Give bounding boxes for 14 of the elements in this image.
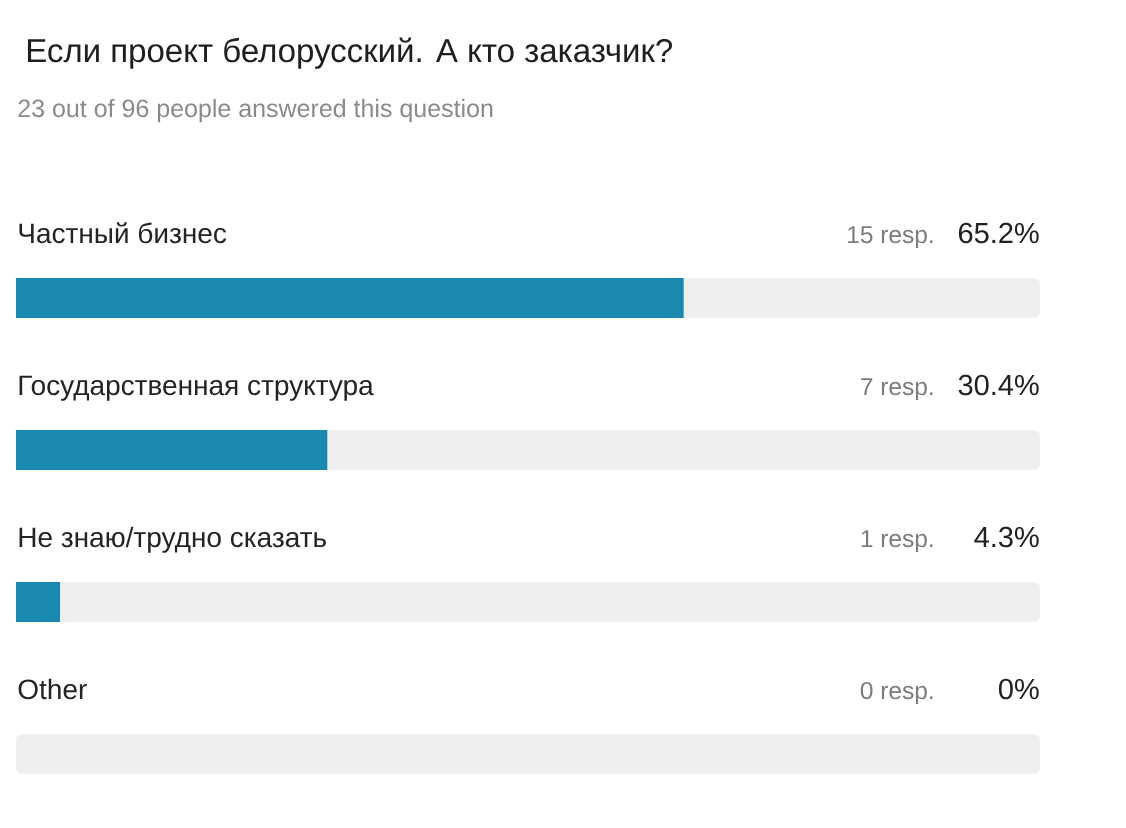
- data-label: 30.4%: [958, 374, 1039, 396]
- annotation: 0 resp.: [860, 681, 933, 705]
- data-label: 4.3%: [974, 526, 1039, 548]
- annotation: 1 resp.: [861, 530, 933, 553]
- annotation: 15 resp.: [848, 226, 933, 249]
- data-label: 0%: [998, 678, 1039, 700]
- annotation: 7 resp.: [861, 378, 933, 401]
- chart-title: Если проект белорусский. А кто заказчик?: [27, 37, 673, 69]
- data-label: 65.2%: [958, 222, 1039, 244]
- y-tick-label: Не знаю/трудно сказать: [19, 526, 326, 553]
- y-tick-label: Other: [18, 678, 87, 700]
- chart-subtitle: 23 out of 96 people answered this question: [18, 98, 493, 123]
- y-tick-label: Государственная структура: [19, 375, 374, 401]
- y-tick-label: Частный бизнес: [19, 222, 227, 244]
